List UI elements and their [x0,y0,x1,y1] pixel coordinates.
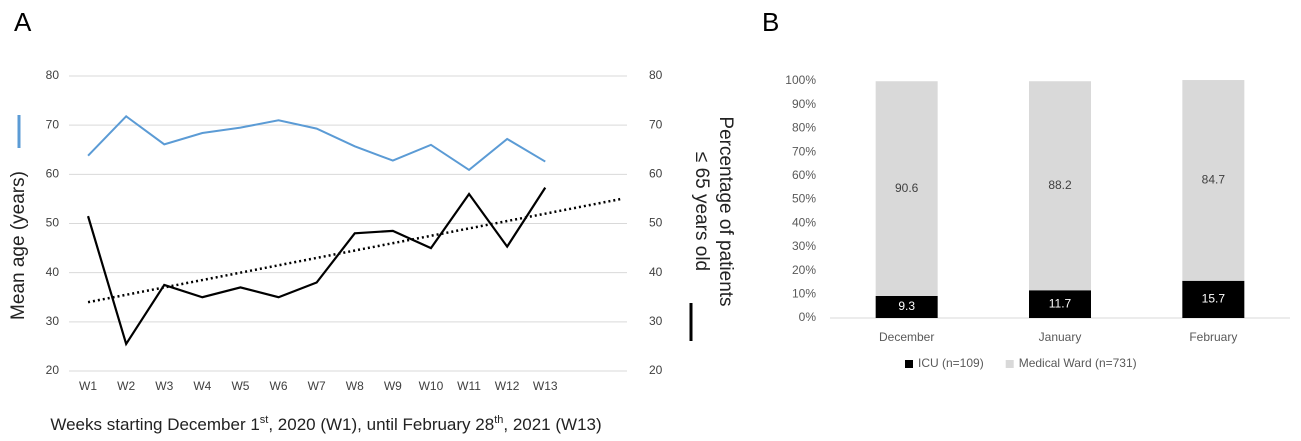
value-label: 88.2 [1048,178,1072,192]
y-tick-label: 0% [799,310,817,324]
x-tick-label: W4 [193,379,211,393]
y2-tick-label: 40 [649,265,663,279]
y-axis-title: Mean age (years) [8,171,29,320]
value-label: 90.6 [895,181,919,195]
value-label: 84.7 [1202,173,1226,187]
x-tick-label: W7 [308,379,326,393]
bar-segment [1182,80,1245,281]
y-tick-label: 30% [792,239,816,253]
y-tick-label: 40 [46,265,60,279]
y2-axis-title: Percentage of patients [715,116,736,306]
legend-swatch [905,360,913,368]
y-tick-label: 90% [792,97,816,111]
panel-label: B [762,7,779,37]
x-axis-title-part: Weeks starting December 1 [50,415,259,434]
series-line [86,187,547,347]
x-tick-label: W8 [346,379,364,393]
trend-line [87,197,622,304]
x-tick-label: W1 [79,379,97,393]
y-tick-label: 80 [46,68,60,82]
x-tick-label: W10 [419,379,444,393]
y-tick-label: 70% [792,144,816,158]
value-label: 11.7 [1049,296,1072,310]
bar-segment [1029,290,1091,318]
y-tick-label: 80% [792,121,816,135]
x-axis-title: Weeks starting December 1st, 2020 (W1), … [50,414,601,435]
y-tick-label: 60% [792,168,816,182]
panel-label: A [14,7,32,37]
y-tick-label: 100% [785,73,816,87]
legend-label: Medical Ward (n=731) [1019,356,1137,370]
value-label: 9.3 [898,299,915,313]
series-line [87,114,546,172]
y2-tick-label: 60 [649,167,663,181]
x-axis-title-sup: st [260,414,269,426]
legend-label: ICU (n=109) [918,356,984,370]
x-axis-title-part: , 2020 (W1), until February 28 [268,415,494,434]
y2-tick-label: 20 [649,363,663,377]
y-tick-label: 10% [792,286,816,300]
x-tick-label: February [1189,330,1237,344]
y2-tick-label: 50 [649,216,663,230]
x-tick-label: W9 [384,379,402,393]
y-tick-label: 50 [46,216,60,230]
x-tick-label: W2 [117,379,135,393]
y-tick-label: 20% [792,263,816,277]
y-tick-label: 70 [46,117,60,131]
x-tick-label: W3 [155,379,173,393]
y-tick-label: 40% [792,215,816,229]
y2-axis-title: ≤ 65 years old [691,152,712,271]
bar-segment [875,295,938,318]
x-tick-label: January [1039,330,1082,344]
y2-tick-label: 80 [649,68,663,82]
bar-segment [1029,81,1091,291]
x-tick-label: W13 [533,379,558,393]
y-tick-label: 50% [792,192,816,206]
bar-segment [875,81,938,296]
y-tick-label: 20 [46,363,60,377]
x-tick-label: December [879,330,934,344]
x-axis-title-part: , 2021 (W13) [503,415,601,434]
bar-segment [1182,280,1245,318]
x-tick-label: W5 [231,379,249,393]
y2-tick-label: 70 [649,117,663,131]
x-tick-label: W12 [495,379,520,393]
value-label: 15.7 [1202,292,1226,306]
legend-swatch [1005,360,1014,368]
y2-tick-label: 30 [649,314,663,328]
x-tick-label: W11 [457,379,481,393]
y-tick-label: 30 [46,314,60,328]
x-axis-title-sup: th [494,414,503,426]
x-tick-label: W6 [270,379,288,393]
y-tick-label: 60 [46,167,60,181]
